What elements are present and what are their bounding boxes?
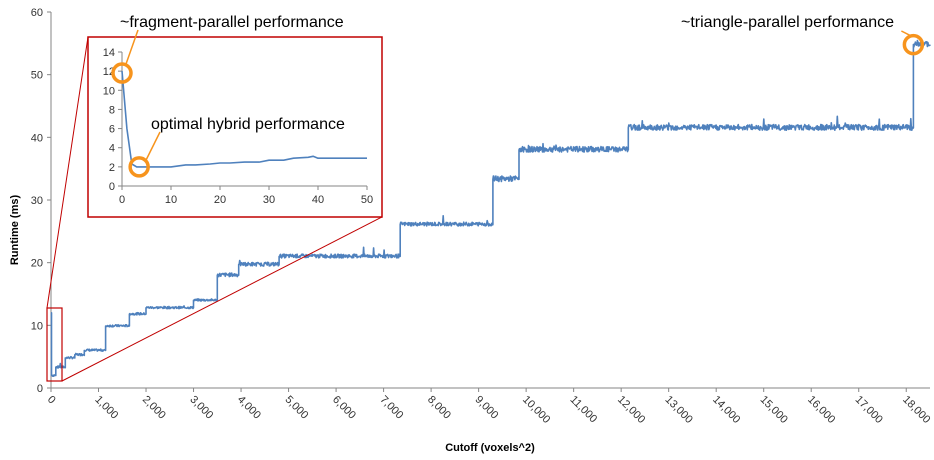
x-axis-title: Cutoff (voxels^2) — [445, 442, 535, 454]
x-tick-label: 14,000 — [710, 394, 742, 426]
fragment-highlight-circle — [111, 62, 133, 84]
y-tick-label: 0 — [37, 383, 43, 395]
triangle-leader-line — [901, 30, 911, 37]
triangle-annotation-label: ~triangle-parallel performance — [681, 14, 894, 31]
inset-y-tick-label: 0 — [109, 181, 115, 193]
inset-x-tick-label: 0 — [119, 194, 125, 206]
y-tick-label: 20 — [31, 258, 43, 270]
inset-y-tick-label: 6 — [109, 124, 115, 136]
x-tick-label: 10,000 — [520, 394, 552, 426]
y-axis-title: Runtime (ms) — [9, 195, 21, 266]
inset-y-tick-label: 10 — [103, 85, 115, 97]
x-tick-label: 0 — [45, 394, 58, 407]
runtime-series-line — [50, 39, 931, 378]
hybrid-annotation-label: optimal hybrid performance — [151, 116, 345, 133]
x-tick-label: 2,000 — [140, 394, 168, 422]
x-tick-label: 12,000 — [615, 394, 647, 426]
x-tick-label: 8,000 — [425, 394, 453, 422]
x-tick-label: 11,000 — [568, 394, 600, 426]
x-tick-label: 5,000 — [282, 394, 310, 422]
inset-y-tick-label: 4 — [109, 143, 115, 155]
inset-x-tick-label: 30 — [263, 194, 275, 206]
fragment-annotation-label: ~fragment-parallel performance — [120, 14, 344, 31]
y-tick-label: 10 — [31, 320, 43, 332]
fragment-leader-line — [125, 29, 139, 65]
x-tick-label: 16,000 — [805, 394, 837, 426]
inset-y-tick-label: 14 — [103, 47, 115, 59]
inset-x-tick-label: 10 — [165, 194, 177, 206]
x-tick-label: 6,000 — [330, 394, 358, 422]
y-tick-label: 40 — [31, 132, 43, 144]
x-tick-label: 7,000 — [377, 394, 405, 422]
zoom-region-box — [46, 307, 63, 382]
annotations: ~fragment-parallel performance optimal hy… — [111, 14, 925, 178]
inset-frame — [87, 36, 383, 218]
inset-series-line — [121, 71, 367, 168]
triangle-highlight-circle — [902, 33, 925, 56]
zoom-connector-bottom — [61, 216, 383, 382]
x-tick-label: 9,000 — [473, 394, 501, 422]
x-tick-label: 1,000 — [92, 394, 120, 422]
x-tick-label: 17,000 — [853, 394, 885, 426]
inset-y-tick-label: 2 — [109, 162, 115, 174]
zoom-indicator — [46, 36, 383, 382]
inset-x-tick-label: 40 — [312, 194, 324, 206]
y-tick-label: 30 — [31, 195, 43, 207]
y-tick-label: 60 — [31, 7, 43, 19]
x-tick-label: 4,000 — [235, 394, 263, 422]
hybrid-leader-line — [145, 131, 161, 161]
x-tick-label: 15,000 — [758, 394, 790, 426]
inset-y-tick-label: 8 — [109, 104, 115, 116]
hybrid-highlight-circle — [128, 156, 150, 178]
inset-x-tick-label: 20 — [214, 194, 226, 206]
x-tick-label: 3,000 — [187, 394, 215, 422]
y-tick-label: 50 — [31, 70, 43, 82]
x-tick-label: 13,000 — [663, 394, 695, 426]
zoom-connector-top — [46, 36, 89, 309]
x-tick-label: 18,000 — [900, 394, 932, 426]
inset-x-tick-label: 50 — [361, 194, 373, 206]
